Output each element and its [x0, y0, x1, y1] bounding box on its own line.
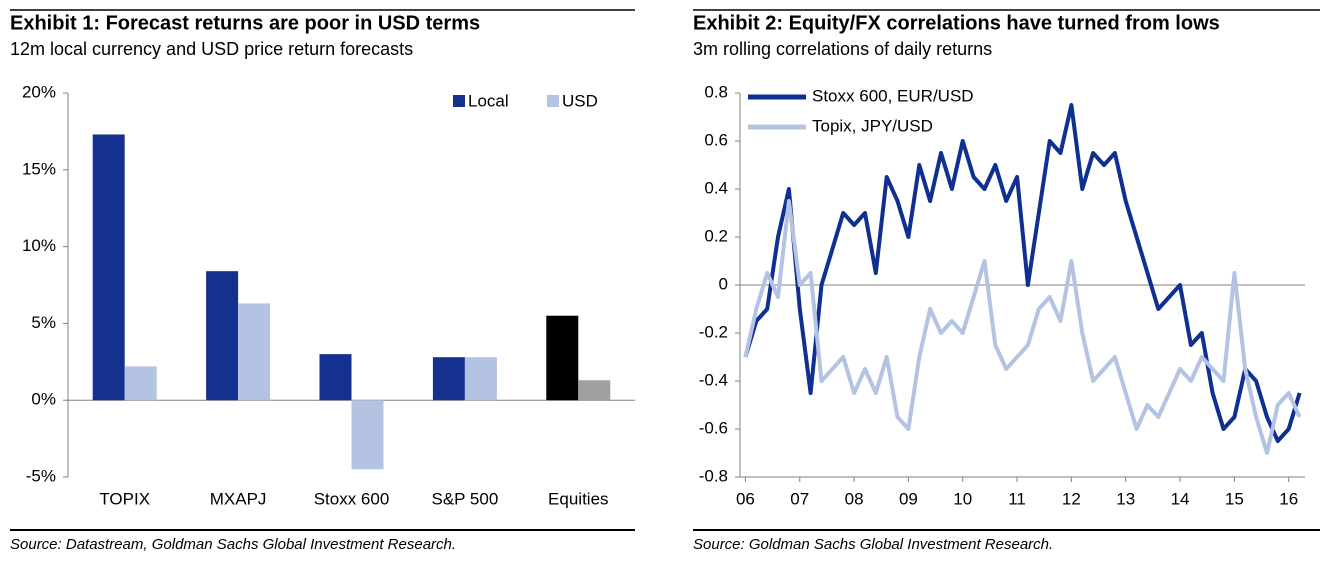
- y-tick-label: 0.2: [704, 226, 728, 245]
- chart-subtitle: 12m local currency and USD price return …: [10, 39, 413, 59]
- bar: [206, 271, 239, 401]
- legend-label: Local: [468, 91, 509, 110]
- source: Source: Datastream, Goldman Sachs Global…: [10, 536, 456, 553]
- line-series: [743, 103, 1302, 443]
- y-tick-label: 0.6: [704, 130, 728, 149]
- y-tick-label: 0%: [31, 390, 56, 409]
- x-tick-label: 06: [736, 489, 755, 508]
- bar: [432, 357, 465, 401]
- x-tick-label: 11: [1008, 489, 1026, 508]
- bar: [464, 357, 497, 401]
- x-tick-label: 08: [845, 489, 864, 508]
- chart-title: Exhibit 2: Equity/FX correlations have t…: [693, 12, 1220, 34]
- bar: [546, 315, 579, 401]
- x-tick-label: S&P 500: [432, 489, 499, 508]
- x-tick-label: 13: [1116, 489, 1135, 508]
- y-tick-label: 0.4: [704, 178, 728, 197]
- y-tick-label: -0.6: [699, 418, 728, 437]
- chart-title: Exhibit 1: Forecast returns are poor in …: [10, 12, 480, 34]
- x-tick-label: TOPIX: [99, 489, 150, 508]
- y-tick-label: 0: [719, 274, 728, 293]
- legend-label: USD: [562, 91, 598, 110]
- bar: [238, 303, 271, 401]
- bar: [351, 400, 384, 470]
- line-series: [743, 199, 1302, 455]
- x-tick-label: 07: [790, 489, 809, 508]
- y-tick-label: -5%: [26, 466, 56, 485]
- y-tick-label: 10%: [22, 236, 56, 255]
- x-tick-label: 12: [1062, 489, 1081, 508]
- x-tick-label: 14: [1171, 489, 1190, 508]
- y-tick-label: 5%: [31, 313, 56, 332]
- x-tick-label: 15: [1225, 489, 1244, 508]
- y-tick-label: -0.2: [699, 322, 728, 341]
- x-tick-label: Stoxx 600: [314, 489, 390, 508]
- x-tick-label: MXAPJ: [210, 489, 267, 508]
- bar: [578, 380, 611, 401]
- legend-label: Stoxx 600, EUR/USD: [812, 86, 974, 105]
- y-tick-label: 0.8: [704, 82, 728, 101]
- legend-swatch: [547, 95, 559, 107]
- y-tick-label: 15%: [22, 159, 56, 178]
- source: Source: Goldman Sachs Global Investment …: [693, 536, 1053, 553]
- legend-swatch: [453, 95, 465, 107]
- bar: [124, 366, 157, 401]
- y-tick-label: 20%: [22, 82, 56, 101]
- x-tick-label: 09: [899, 489, 918, 508]
- chart-subtitle: 3m rolling correlations of daily returns: [693, 39, 992, 59]
- legend-label: Topix, JPY/USD: [812, 116, 933, 135]
- x-tick-label: 16: [1279, 489, 1298, 508]
- bar: [92, 134, 125, 401]
- bar: [319, 354, 352, 401]
- x-tick-label: 10: [953, 489, 972, 508]
- x-tick-label: Equities: [548, 489, 608, 508]
- y-tick-label: -0.4: [699, 370, 728, 389]
- y-tick-label: -0.8: [699, 466, 728, 485]
